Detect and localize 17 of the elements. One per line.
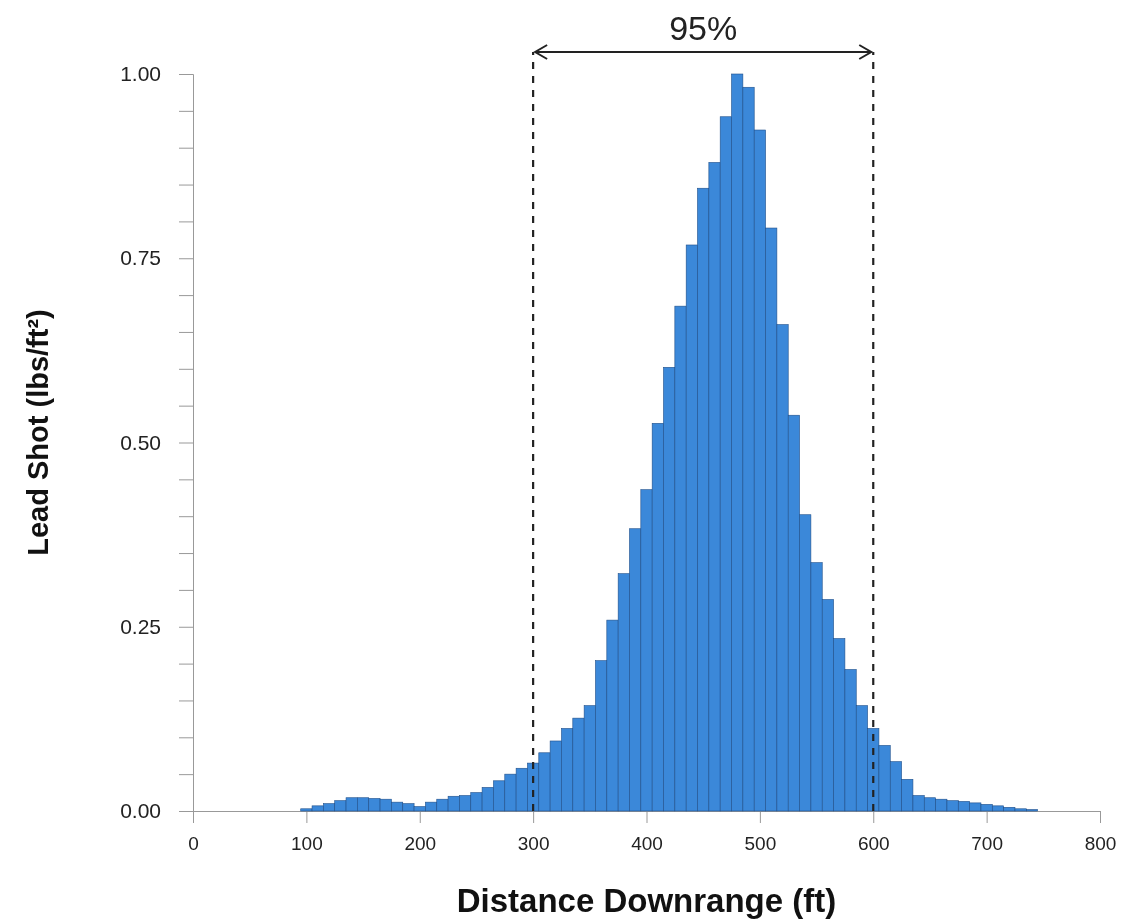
x-tick-label: 200: [404, 833, 437, 855]
x-tick-label: 800: [1084, 833, 1117, 855]
x-tick-label: 100: [291, 833, 323, 855]
x-tick-label: 300: [517, 833, 550, 855]
y-tick-label: 0.25: [120, 614, 161, 638]
x-tick-label: 700: [971, 833, 1003, 855]
x-axis-title: Distance Downrange (ft): [456, 882, 837, 919]
x-tick-label: 400: [631, 833, 663, 855]
y-axis-title: Lead Shot (lbs/ft²): [22, 309, 54, 556]
y-tick-label: 0.50: [120, 430, 161, 454]
y-tick-label: 0.75: [120, 246, 161, 270]
text: 95%: [669, 9, 738, 47]
x-tick-label: 600: [857, 833, 890, 855]
y-tick-label: 0.00: [120, 799, 161, 823]
x-tick-label: 500: [744, 833, 777, 855]
x-tick-label: 0: [188, 833, 199, 855]
y-tick-label: 1.00: [120, 62, 161, 86]
